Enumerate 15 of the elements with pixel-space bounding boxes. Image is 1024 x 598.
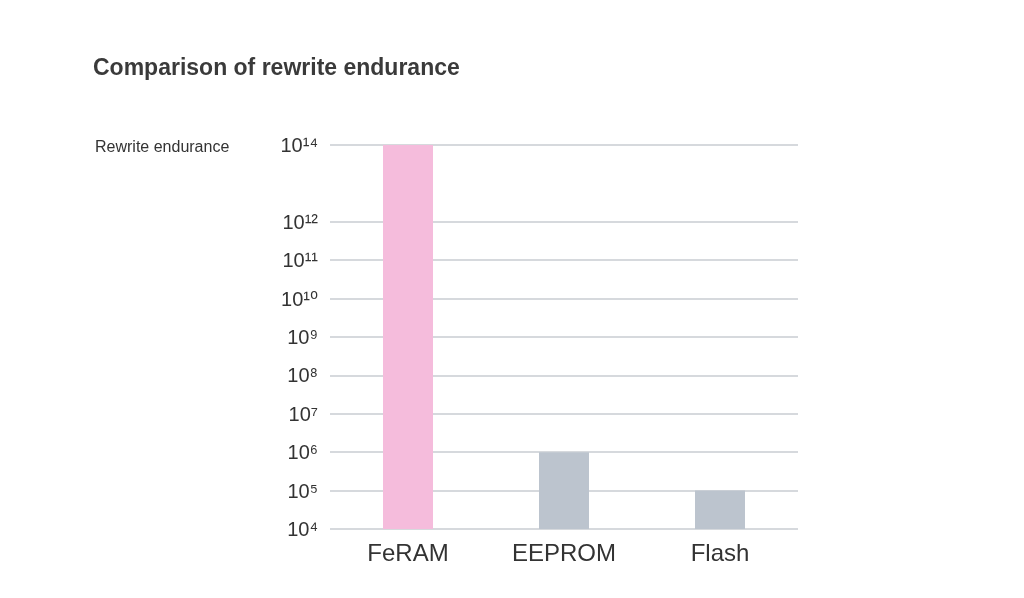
y-tick-label: 10¹² — [282, 210, 319, 233]
y-tick-label: 10⁸ — [287, 364, 318, 387]
y-axis-title: Rewrite endurance — [95, 137, 230, 155]
y-tick-label: 10⁵ — [287, 479, 318, 502]
chart-title: Comparison of rewrite endurance — [93, 53, 460, 80]
x-tick-label: EEPROM — [511, 538, 617, 566]
y-tick-label: 10¹¹ — [282, 249, 319, 272]
y-tick-label: 10¹⁰ — [281, 287, 318, 310]
y-tick-label: 10¹⁴ — [280, 134, 318, 156]
y-tick-label: 10⁶ — [287, 441, 318, 464]
y-tick-label: 10⁷ — [288, 402, 318, 425]
y-tick-label: 10⁴ — [287, 518, 318, 540]
y-tick-label: 10⁹ — [287, 326, 318, 348]
x-tick-label: Flash — [690, 538, 750, 566]
x-tick-label: FeRAM — [367, 538, 449, 566]
